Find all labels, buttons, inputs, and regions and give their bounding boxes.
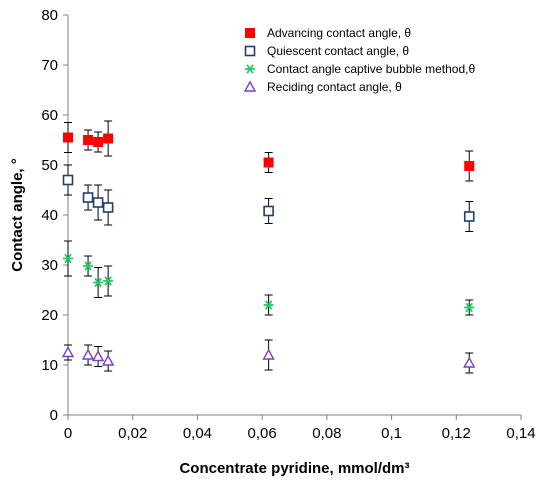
data-point	[262, 348, 275, 360]
data-point	[81, 348, 95, 360]
data-point	[263, 205, 274, 217]
data-point	[61, 346, 75, 358]
plot-area	[61, 120, 476, 374]
y-axis-title: Contact angle, °	[9, 158, 26, 272]
y-tick-label: 70	[41, 57, 58, 74]
x-tick-label: 0,04	[183, 425, 212, 442]
legend: Advancing contact angle, θ Quiescent cont…	[243, 26, 475, 94]
tick-labels: 0 10 20 30 40 50 60 70 80 0 0,02 0,04 0,06 0,08 0,1 0,1…	[41, 7, 535, 442]
y-tick-label: 50	[41, 157, 58, 174]
data-point	[62, 174, 74, 186]
y-tick-label: 30	[41, 257, 58, 274]
data-point	[83, 135, 94, 145]
x-axis-title: Concentrate pyridine, mmol/dm³	[179, 460, 409, 477]
series-3	[61, 339, 476, 374]
data-point	[83, 261, 94, 271]
legend-label: Contact angle captive bubble method,θ	[267, 62, 475, 76]
series-1	[62, 164, 475, 232]
data-point	[263, 300, 274, 310]
y-tick-label: 20	[41, 307, 58, 324]
data-point	[93, 277, 104, 288]
data-point	[103, 133, 114, 144]
y-tick-label: 0	[50, 407, 58, 424]
data-point	[102, 202, 114, 213]
x-tick-label: 0,06	[248, 425, 277, 442]
x-tick-label: 0,14	[506, 425, 535, 442]
data-point	[101, 354, 115, 366]
data-point	[91, 350, 105, 362]
legend-marker	[243, 80, 257, 92]
data-point	[63, 132, 73, 143]
data-point	[263, 157, 274, 168]
series-2	[63, 240, 475, 316]
data-point	[464, 161, 475, 171]
legend-marker	[245, 28, 255, 38]
data-point	[463, 356, 476, 368]
y-tick-label: 80	[41, 7, 58, 24]
x-tick-label: 0,1	[381, 425, 402, 442]
y-tick-label: 40	[41, 207, 58, 224]
legend-label: Quiescent contact angle, θ	[267, 44, 409, 58]
series-0	[63, 120, 475, 182]
data-point	[82, 192, 94, 203]
x-tick-label: 0	[64, 425, 72, 442]
y-tick-label: 10	[41, 357, 58, 374]
legend-marker	[245, 64, 255, 74]
legend-label: Reciding contact angle, θ	[267, 80, 402, 94]
legend-marker	[244, 45, 256, 57]
x-tick-label: 0,08	[312, 425, 341, 442]
legend-label: Advancing contact angle, θ	[267, 26, 411, 40]
data-point	[93, 137, 104, 147]
data-point	[464, 302, 475, 313]
data-point	[63, 253, 73, 264]
x-tick-label: 0,02	[118, 425, 147, 442]
x-tick-label: 0,12	[442, 425, 471, 442]
data-point	[92, 197, 104, 208]
data-point	[103, 276, 114, 286]
y-tick-label: 60	[41, 107, 58, 124]
data-point	[463, 211, 475, 222]
